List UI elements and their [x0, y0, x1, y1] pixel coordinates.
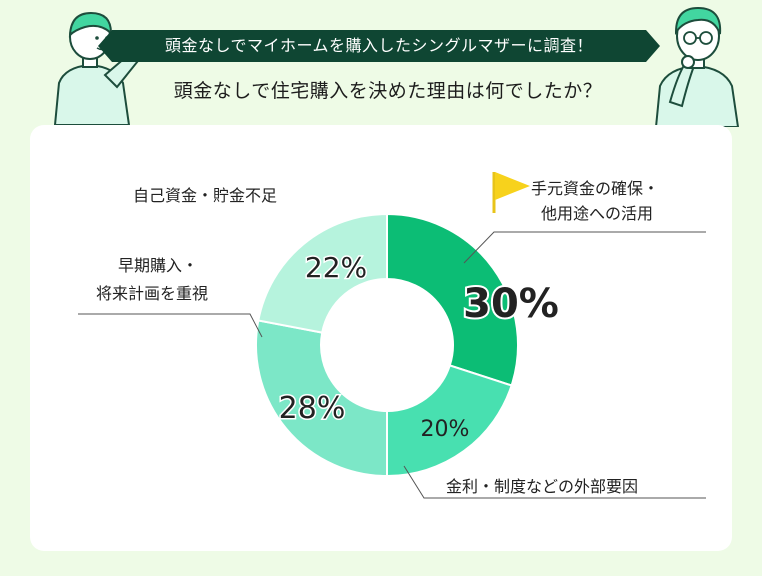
person-thinking-illustration [654, 6, 740, 127]
slice-label-2-line-1: 早期購入・ [118, 256, 198, 275]
slice-label-3: 自己資金・貯金不足 [133, 186, 277, 205]
slice-value-1: 20% [421, 417, 470, 442]
slice-label-0-line-1: 手元資金の確保・ [531, 179, 659, 198]
donut-slice-3 [257, 212, 388, 334]
donut-slice-2 [255, 319, 388, 478]
leader-line-slice-1 [403, 465, 706, 499]
slice-label-0-line-2: 他用途への活用 [541, 204, 653, 223]
survey-question: 頭金なしで住宅購入を決めた理由は何でしたか？ [173, 80, 603, 102]
slice-value-0: 30% [463, 281, 559, 327]
leader-line-slice-2 [78, 313, 263, 338]
survey-banner: 頭金なしでマイホームを購入したシングルマザーに調査！ [98, 30, 660, 62]
slice-value-3: 22% [305, 251, 367, 284]
leader-line-slice-0 [463, 231, 706, 264]
slice-label-1: 金利・制度などの外部要因 [446, 477, 638, 496]
slice-value-2: 28% [279, 391, 346, 426]
donut-slice-1 [386, 364, 513, 478]
slice-label-2-line-2: 将来計画を重視 [96, 284, 208, 303]
donut-slice-0 [386, 212, 519, 387]
flag-icon [492, 172, 530, 213]
chart-card [30, 125, 732, 551]
